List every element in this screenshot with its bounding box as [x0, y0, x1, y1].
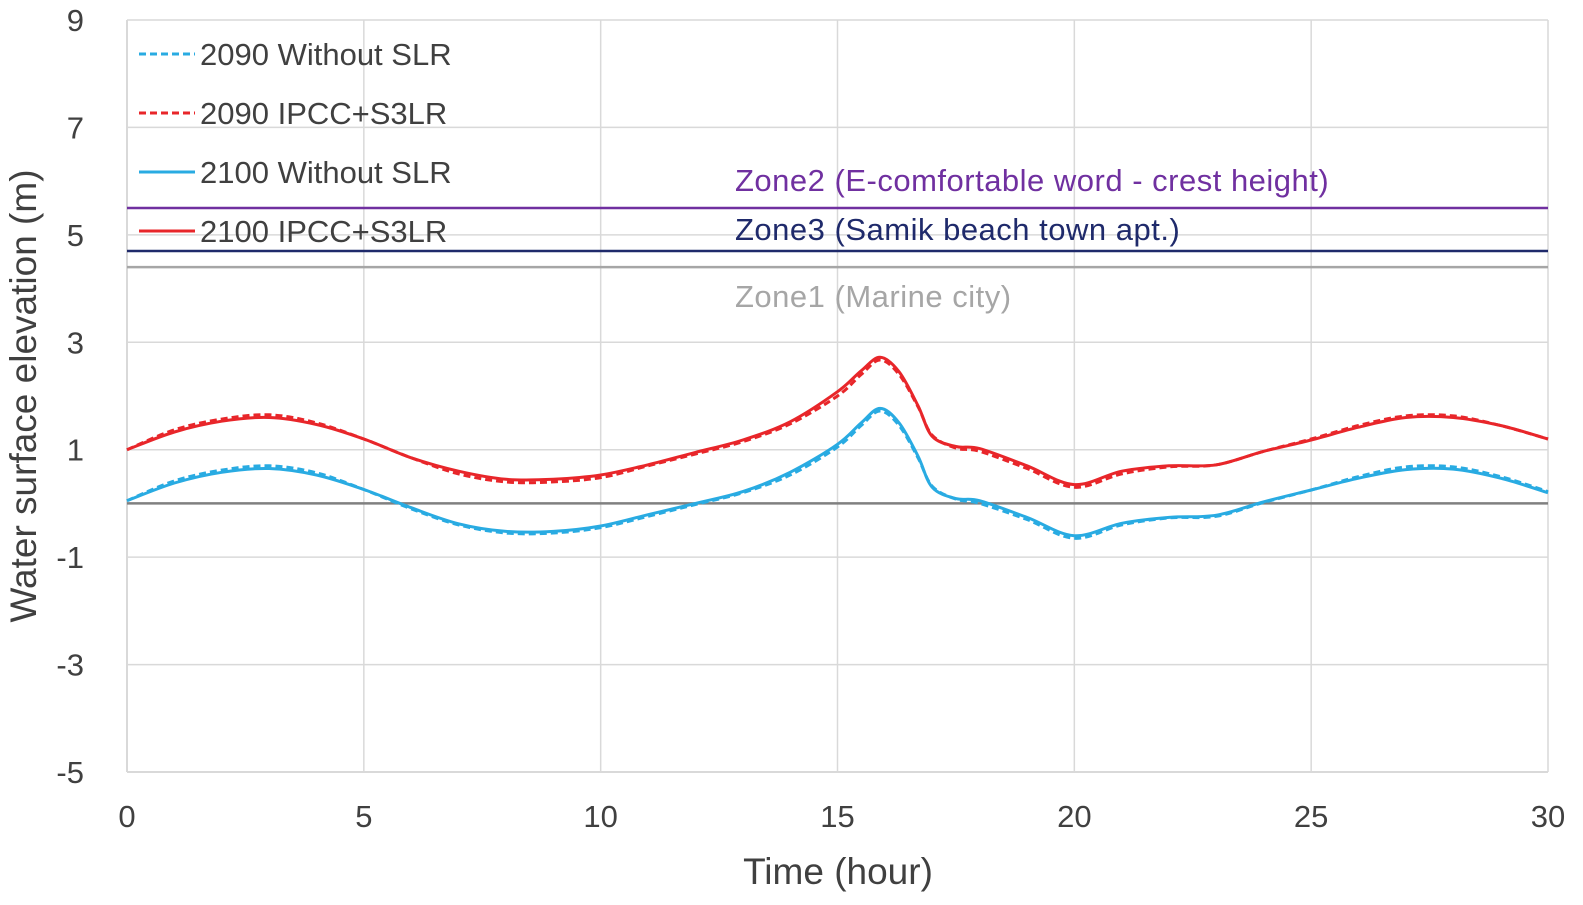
zone2-label: Zone2 (E-comfortable word - crest height… [735, 163, 1329, 198]
x-tick-label: 0 [118, 799, 135, 834]
x-tick-label: 20 [1057, 799, 1091, 834]
legend-label-2090-without-slr: 2090 Without SLR [200, 37, 452, 72]
series-lines [126, 355, 1549, 540]
y-tick-label: 3 [67, 325, 84, 360]
x-tick-label: 30 [1531, 799, 1565, 834]
x-axis-title: Time (hour) [743, 851, 933, 892]
y-tick-label: 9 [67, 3, 84, 38]
x-tick-label: 25 [1294, 799, 1328, 834]
y-tick-label: -1 [56, 540, 84, 575]
legend: 2090 Without SLR 2090 IPCC+S3LR 2100 Witho… [139, 37, 452, 249]
zone3-label: Zone3 (Samik beach town apt.) [735, 212, 1180, 247]
x-tick-label: 15 [820, 799, 854, 834]
y-tick-label: -3 [56, 648, 84, 683]
y-axis-title: Water surface elevation (m) [3, 169, 44, 622]
reference-lines: Zone2 (E-comfortable word - crest height… [127, 163, 1548, 505]
y-tick-label: 5 [67, 218, 84, 253]
axes: -5 -3 -1 1 3 5 7 9 0 5 10 15 20 25 30 [56, 3, 1565, 834]
y-tick-label: -5 [56, 755, 84, 790]
series-line-2100-ipcc-s3lr [126, 355, 1549, 487]
y-tick-label: 1 [67, 433, 84, 468]
legend-label-2100-ipcc-s3lr: 2100 IPCC+S3LR [200, 214, 447, 249]
legend-label-2090-ipcc-s3lr: 2090 IPCC+S3LR [200, 96, 447, 131]
legend-label-2100-without-slr: 2100 Without SLR [200, 155, 452, 190]
series-line-2090-without-slr [126, 409, 1549, 540]
series-line-2100-without-slr [126, 406, 1549, 538]
gridlines [126, 19, 1549, 773]
y-tick-label: 7 [67, 110, 84, 145]
x-tick-label: 10 [583, 799, 617, 834]
zone1-label: Zone1 (Marine city) [735, 279, 1012, 314]
x-tick-label: 5 [355, 799, 372, 834]
